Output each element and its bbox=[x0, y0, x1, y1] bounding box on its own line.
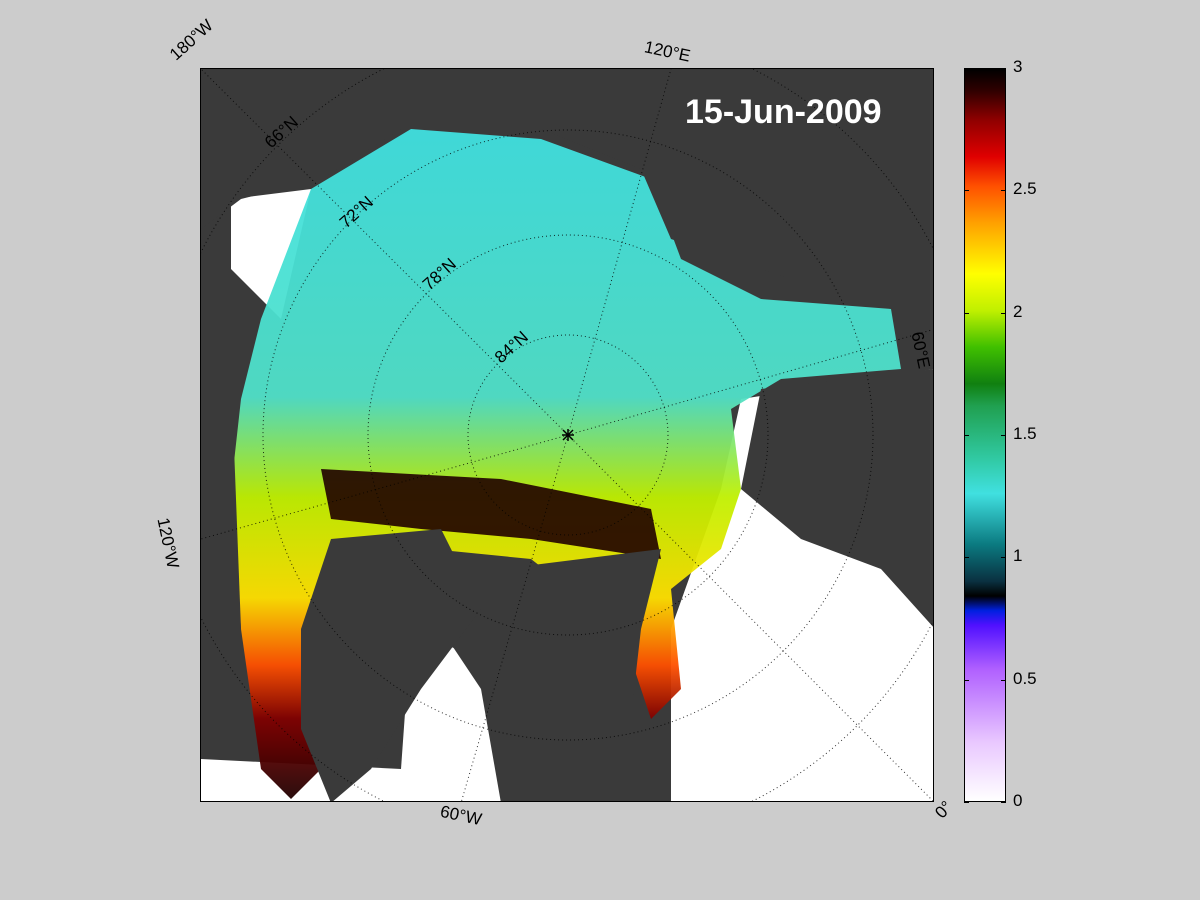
siberia bbox=[481, 69, 933, 299]
lon-label-180w: 180°W bbox=[166, 15, 217, 65]
latitude-circles bbox=[201, 69, 933, 801]
colorbar-tick-mark bbox=[964, 435, 969, 436]
colorbar-tick-label: 0.5 bbox=[1013, 668, 1037, 688]
colorbar-tick-mark bbox=[1001, 679, 1006, 681]
open-water-southwest bbox=[201, 629, 531, 801]
lon-label-120w: 120°W bbox=[153, 516, 183, 571]
colorbar-tick-label: 2 bbox=[1013, 301, 1023, 321]
longitude-lines bbox=[201, 69, 933, 801]
open-water-northwest bbox=[231, 189, 311, 319]
colorbar-tick-label: 0 bbox=[1013, 791, 1023, 810]
colorbar-tick-mark bbox=[1001, 435, 1006, 436]
map-canvas: 66°N 72°N 78°N 84°N bbox=[201, 69, 933, 801]
colorbar-tick-mark bbox=[964, 679, 969, 681]
colorbar-tick-label: 1 bbox=[1013, 546, 1023, 566]
colorbar-tick-mark bbox=[1001, 557, 1006, 559]
colorbar-tick-mark bbox=[1001, 190, 1006, 192]
colorbar bbox=[964, 68, 1006, 802]
colorbar-tick-mark bbox=[1001, 68, 1006, 69]
alaska bbox=[201, 69, 431, 229]
colorbar-tick-mark bbox=[964, 190, 969, 192]
colorbar-tick-mark bbox=[1001, 802, 1006, 803]
colorbar-tick-label: 2.5 bbox=[1013, 179, 1037, 199]
scandinavia bbox=[741, 369, 933, 627]
thick-ice-band bbox=[321, 469, 661, 559]
canadian-archipelago bbox=[301, 529, 481, 801]
colorbar-tick-mark bbox=[964, 68, 969, 69]
greenland-fringe bbox=[201, 369, 241, 669]
lon-label-120e: 120°E bbox=[642, 37, 693, 66]
colorbar-tick-mark bbox=[1001, 312, 1006, 314]
colorbar-tick-label: 3 bbox=[1013, 57, 1023, 76]
colorbar-tick-mark bbox=[964, 802, 969, 803]
lon-label-60w: 60°W bbox=[438, 801, 484, 830]
date-label: 15-Jun-2009 bbox=[685, 93, 882, 131]
sea-ice-extent bbox=[231, 129, 901, 799]
north-pole-marker bbox=[562, 429, 574, 441]
colorbar-tick-mark bbox=[964, 312, 969, 314]
map-panel: 66°N 72°N 78°N 84°N 15-Jun-2009 bbox=[200, 68, 934, 802]
colorbar-tick-label: 1.5 bbox=[1013, 424, 1037, 443]
lon-label-0: 0° bbox=[931, 797, 957, 823]
colorbar-tick-mark bbox=[964, 557, 969, 559]
